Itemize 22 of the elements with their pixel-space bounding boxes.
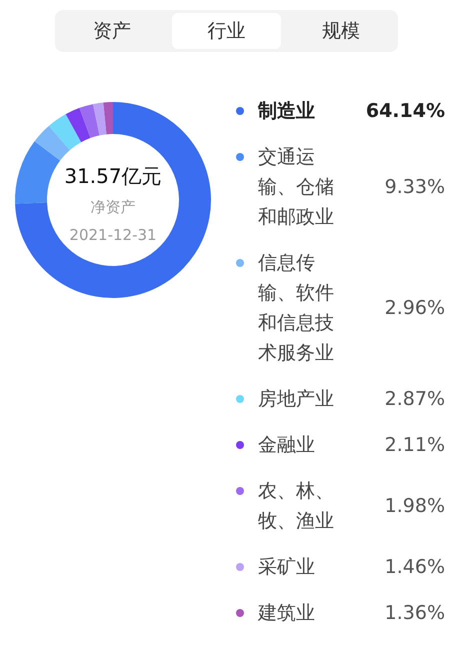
text: 2021-12-31 — [69, 226, 157, 244]
data-label: 2.87% — [384, 387, 445, 412]
data-label: 1.36% — [384, 601, 445, 626]
data-label: 1.98% — [384, 494, 445, 519]
data-label: 2.11% — [384, 433, 445, 458]
data-label: 9.33% — [384, 175, 445, 200]
legend-label: 制造业 — [258, 99, 316, 124]
text: 净资产 — [90, 198, 136, 216]
legend-label: 信息传输、软件和信息技术服务业 — [258, 251, 335, 366]
legend-label: 采矿业 — [258, 555, 316, 580]
text: 31.57亿元 — [64, 164, 162, 188]
legend-label: 房地产业 — [258, 387, 335, 412]
legend-label: 建筑业 — [258, 601, 316, 626]
legend-label: 金融业 — [258, 433, 316, 458]
text: 规模 — [320, 19, 361, 44]
legend-label: 交通运输、仓储和邮政业 — [258, 145, 335, 230]
legend-label: 农、林、牧、渔业 — [258, 479, 335, 534]
data-label: 1.46% — [384, 555, 445, 580]
text: 行业 — [172, 13, 281, 49]
data-label: 64.14% — [364, 99, 445, 124]
text: 资产 — [92, 19, 132, 44]
data-label: 2.96% — [384, 296, 445, 321]
